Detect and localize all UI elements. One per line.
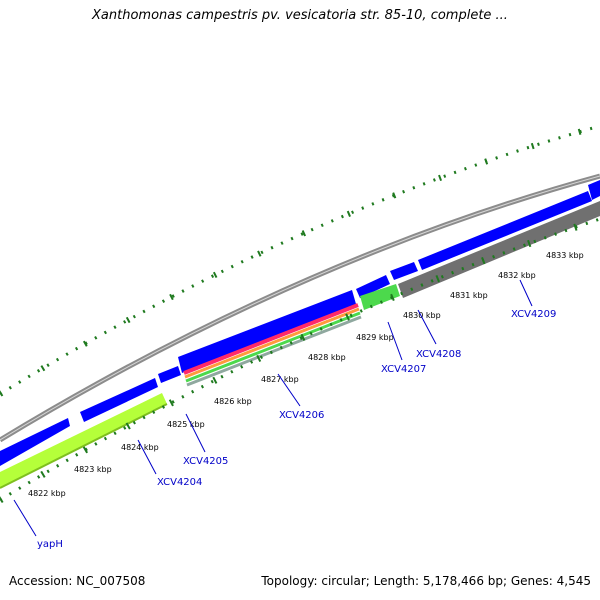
kbp-label: 4822 kbp — [28, 489, 66, 498]
kbp-label: 4825 kbp — [167, 420, 205, 429]
kbp-label: 4828 kbp — [308, 353, 346, 362]
kbp-label: 4833 kbp — [546, 251, 584, 260]
leader-XCV4207 — [387, 321, 403, 361]
kbp-label: 4823 kbp — [74, 465, 112, 474]
leader-XCV4204 — [137, 439, 157, 475]
gene-label-XCV4206[interactable]: XCV4206 — [279, 410, 324, 421]
kbp-label: 4824 kbp — [121, 443, 159, 452]
reverse-gene[interactable] — [398, 201, 600, 298]
inner-tick-ring — [0, 215, 600, 503]
kbp-label: 4826 kbp — [214, 397, 252, 406]
reverse-genes-track — [0, 201, 600, 489]
gene-label-XCV4205[interactable]: XCV4205 — [183, 456, 228, 467]
outer-tick-marks — [0, 123, 600, 397]
highlighted-gene-stripe-grey[interactable] — [186, 315, 362, 387]
gene-labels: yapH XCV4204 XCV4205 XCV4206 XCV4207 XCV… — [37, 309, 556, 550]
kbp-label: 4830 kbp — [403, 311, 441, 320]
topology-summary: Topology: circular; Length: 5,178,466 bp… — [261, 574, 591, 588]
forward-gene[interactable] — [178, 290, 356, 373]
leader-XCV4206 — [277, 373, 301, 407]
forward-gene[interactable] — [158, 366, 181, 383]
gene-label-XCV4204[interactable]: XCV4204 — [157, 477, 202, 488]
leader-XCV4208 — [417, 309, 437, 345]
gene-label-yapH[interactable]: yapH — [37, 539, 63, 550]
backbone-ring — [0, 173, 600, 443]
gene-label-XCV4209[interactable]: XCV4209 — [511, 309, 556, 320]
kbp-label: 4827 kbp — [261, 375, 299, 384]
backbone-ring-highlight — [0, 175, 600, 441]
outer-tick-ring — [0, 123, 600, 397]
inner-tick-dots — [0, 217, 600, 502]
leader-XCV4209 — [519, 279, 533, 307]
inner-tick-marks — [0, 215, 600, 503]
kbp-label: 4831 kbp — [450, 291, 488, 300]
forward-gene[interactable] — [588, 180, 600, 200]
highlighted-gene-stripe-red[interactable] — [183, 303, 359, 375]
gene-label-XCV4207[interactable]: XCV4207 — [381, 364, 426, 375]
highlighted-gene-stripe-orange[interactable] — [184, 307, 360, 379]
forward-genes-track — [0, 180, 600, 466]
highlighted-gene[interactable] — [0, 393, 167, 488]
forward-gene[interactable] — [418, 191, 592, 270]
highlighted-gene-underline — [0, 403, 168, 489]
leader-XCV4205 — [185, 413, 206, 453]
highlighted-gene-green[interactable] — [360, 284, 400, 310]
kbp-label: 4829 kbp — [356, 333, 394, 342]
kbp-label: 4832 kbp — [498, 271, 536, 280]
outer-tick-dots — [0, 124, 600, 396]
map-title: Xanthomonas campestris pv. vesicatoria s… — [92, 8, 508, 23]
forward-gene[interactable] — [0, 418, 70, 466]
kbp-ruler-labels: 4822 kbp 4823 kbp 4824 kbp 4825 kbp 4826… — [28, 251, 584, 498]
forward-gene[interactable] — [80, 378, 158, 422]
gene-label-leaders — [13, 279, 533, 537]
gene-label-XCV4208[interactable]: XCV4208 — [416, 349, 461, 360]
forward-gene[interactable] — [356, 275, 390, 298]
forward-gene[interactable] — [390, 262, 418, 280]
leader-yapH — [13, 499, 37, 537]
accession-text: Accession: NC_007508 — [9, 574, 146, 588]
